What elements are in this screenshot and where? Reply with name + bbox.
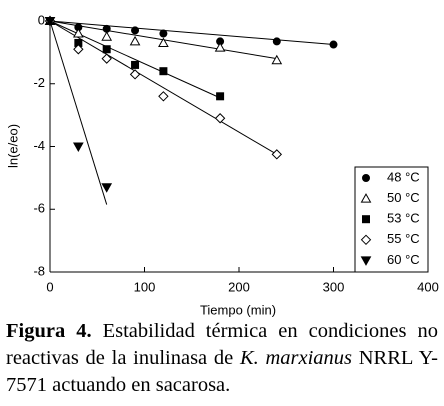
point — [216, 92, 225, 101]
point — [73, 44, 84, 55]
point — [102, 45, 111, 54]
point — [131, 26, 140, 35]
point — [214, 42, 226, 52]
fit-line — [49, 20, 278, 155]
legend-marker — [360, 256, 372, 266]
point — [101, 183, 113, 193]
point — [44, 17, 56, 27]
x-tick-label: 200 — [228, 279, 250, 294]
point — [158, 37, 169, 47]
legend-marker — [360, 193, 372, 203]
y-tick-label: 0 — [38, 12, 45, 27]
y-tick-label: -4 — [33, 138, 45, 153]
point — [159, 29, 168, 38]
point — [329, 40, 338, 49]
legend-label: 53 °C — [387, 211, 420, 226]
fit-line — [49, 20, 108, 205]
fit-line — [49, 20, 334, 46]
point — [131, 60, 140, 69]
caption-species: K. marxianus — [239, 347, 353, 369]
caption: Figura 4. Estabilidad térmica en condici… — [6, 318, 438, 399]
caption-label: Figura 4. — [6, 320, 92, 342]
legend-marker — [362, 174, 370, 182]
legend-label: 48 °C — [387, 169, 420, 184]
y-tick-label: -2 — [33, 75, 45, 90]
y-tick-label: -8 — [33, 263, 45, 278]
point — [271, 149, 283, 160]
point — [129, 35, 141, 46]
y-axis-label: ln(e/eo) — [5, 124, 20, 168]
point — [158, 91, 169, 102]
legend-label: 50 °C — [387, 190, 420, 205]
point — [72, 28, 84, 38]
point — [271, 54, 283, 65]
point — [129, 69, 141, 80]
legend-label: 55 °C — [387, 231, 420, 246]
x-axis-label: Tiempo (min) — [200, 302, 276, 317]
legend-marker — [362, 215, 370, 224]
point — [159, 67, 168, 76]
x-tick-label: 400 — [417, 279, 439, 294]
caption-text: NRRL Y-7571 actuando en sacarosa. — [6, 347, 438, 396]
point — [72, 142, 84, 153]
point — [101, 31, 113, 41]
chart: Tiempo (min) ln(e/eo) 0 100 200 300 400 0 -2 -4… — [5, 12, 439, 317]
point — [214, 113, 226, 124]
x-tick-label: 300 — [323, 279, 345, 294]
point — [272, 37, 281, 46]
legend-label: 60 °C — [387, 252, 420, 267]
point — [101, 53, 112, 64]
x-tick-label: 100 — [134, 279, 156, 294]
legend-marker — [360, 234, 372, 246]
x-tick-label: 0 — [46, 279, 53, 294]
caption-text: Estabilidad térmica en condiciones no re… — [6, 320, 438, 369]
y-tick-label: -6 — [33, 201, 45, 216]
